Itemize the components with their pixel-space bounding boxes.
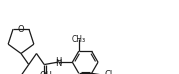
Text: H: H	[55, 57, 62, 66]
Text: Cl: Cl	[104, 70, 112, 74]
Text: N: N	[55, 59, 62, 68]
Text: O: O	[18, 25, 24, 34]
Text: CH₃: CH₃	[72, 35, 86, 44]
Text: OH: OH	[40, 71, 52, 74]
